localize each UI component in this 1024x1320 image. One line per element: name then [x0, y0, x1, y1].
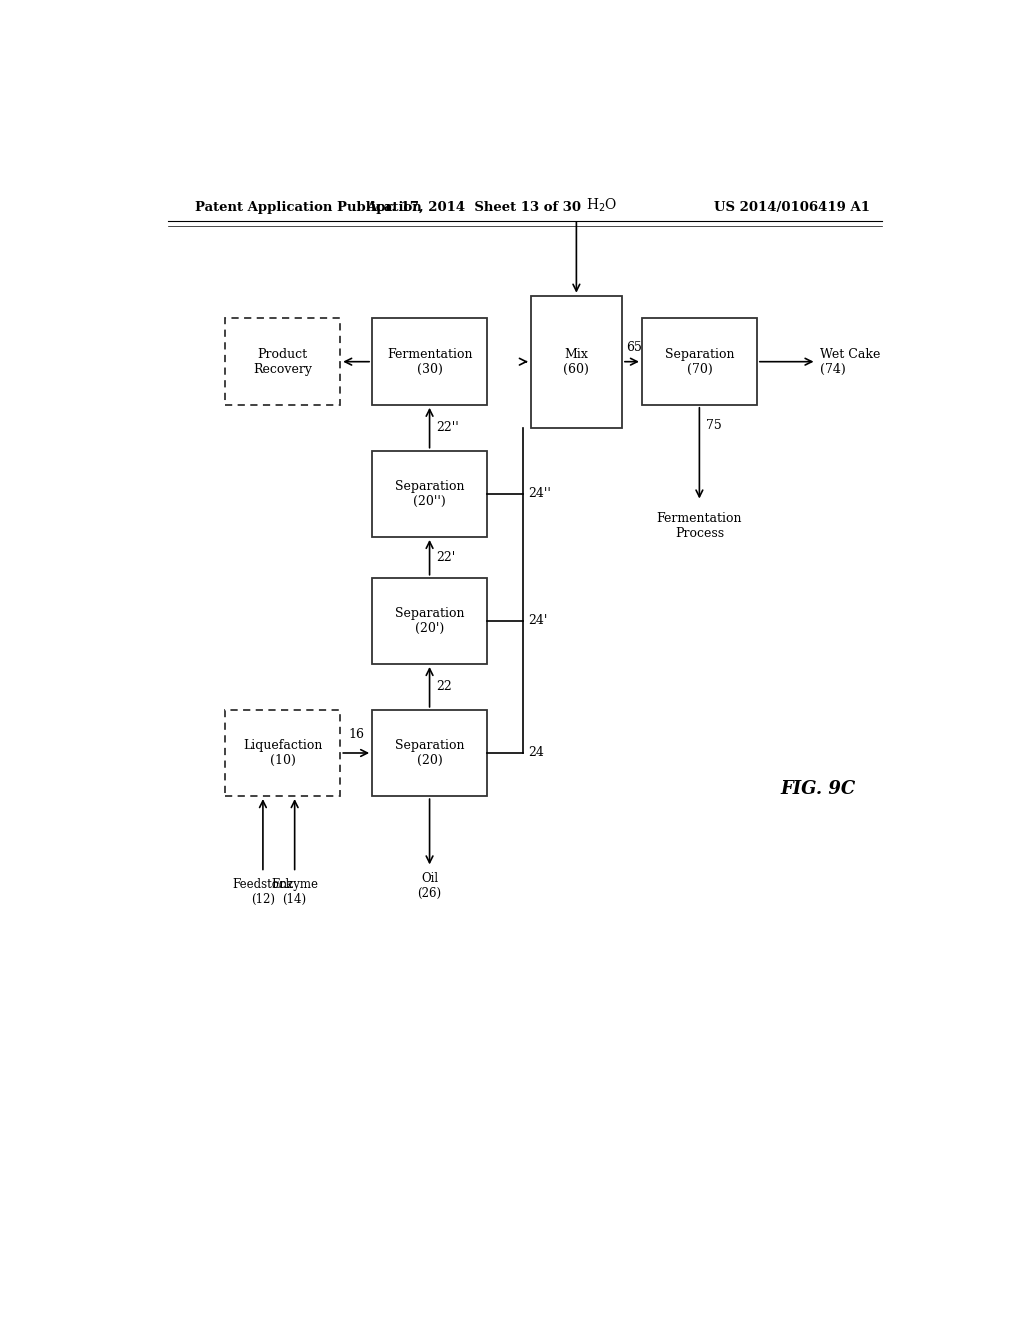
Text: 24: 24: [528, 747, 544, 759]
Text: Product
Recovery: Product Recovery: [253, 347, 312, 376]
Text: Fermentation
Process: Fermentation Process: [656, 512, 742, 540]
Text: 75: 75: [706, 418, 722, 432]
Text: Liquefaction
(10): Liquefaction (10): [243, 739, 323, 767]
Text: Separation
(20): Separation (20): [395, 739, 464, 767]
Text: Patent Application Publication: Patent Application Publication: [196, 201, 422, 214]
Text: Mix
(60): Mix (60): [563, 347, 590, 376]
Text: Separation
(20''): Separation (20''): [395, 479, 464, 508]
Text: Oil
(26): Oil (26): [418, 873, 441, 900]
Text: 22'': 22'': [436, 421, 459, 434]
Bar: [372, 318, 487, 405]
Bar: [225, 710, 340, 796]
Text: US 2014/0106419 A1: US 2014/0106419 A1: [714, 201, 870, 214]
Text: FIG. 9C: FIG. 9C: [781, 780, 856, 797]
Text: Wet Cake
(74): Wet Cake (74): [820, 347, 881, 376]
Text: 24': 24': [528, 614, 548, 627]
Bar: [372, 578, 487, 664]
Text: Enzyme
(14): Enzyme (14): [271, 878, 318, 906]
Text: Separation
(70): Separation (70): [665, 347, 734, 376]
Text: H$_2$O: H$_2$O: [586, 197, 617, 214]
Bar: [642, 318, 757, 405]
Bar: [530, 296, 622, 428]
Text: Fermentation
(30): Fermentation (30): [387, 347, 472, 376]
Text: 65: 65: [626, 341, 642, 354]
Text: 22': 22': [436, 550, 455, 564]
Bar: [372, 450, 487, 537]
Text: 22: 22: [436, 680, 452, 693]
Bar: [225, 318, 340, 405]
Text: Separation
(20'): Separation (20'): [395, 607, 464, 635]
Bar: [372, 710, 487, 796]
Text: 24'': 24'': [528, 487, 551, 500]
Text: 16: 16: [348, 727, 365, 741]
Text: Feedstock
(12): Feedstock (12): [232, 878, 293, 906]
Text: Apr. 17, 2014  Sheet 13 of 30: Apr. 17, 2014 Sheet 13 of 30: [366, 201, 581, 214]
